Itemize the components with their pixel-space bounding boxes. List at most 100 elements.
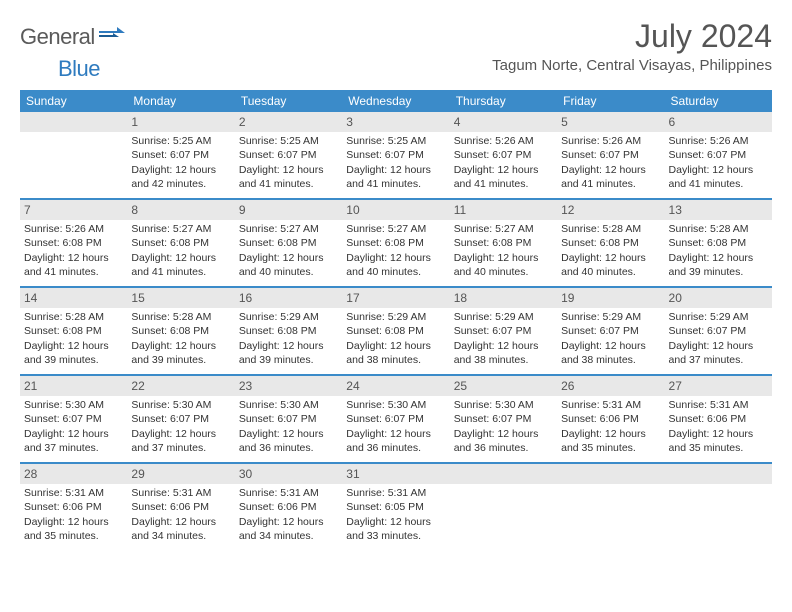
title-block: July 2024 Tagum Norte, Central Visayas, … [492, 18, 772, 74]
day-cell [450, 464, 557, 550]
day-number: 8 [127, 200, 234, 220]
sunrise-text: Sunrise: 5:27 AM [131, 222, 230, 236]
day-cell: 15Sunrise: 5:28 AMSunset: 6:08 PMDayligh… [127, 288, 234, 374]
sunset-text: Sunset: 6:05 PM [346, 500, 445, 514]
sunrise-text: Sunrise: 5:29 AM [454, 310, 553, 324]
day-header-row: Sunday Monday Tuesday Wednesday Thursday… [20, 90, 772, 112]
sunrise-text: Sunrise: 5:29 AM [561, 310, 660, 324]
day-number: 18 [450, 288, 557, 308]
day-cell [557, 464, 664, 550]
day-number: 6 [665, 112, 772, 132]
day-body: Sunrise: 5:29 AMSunset: 6:08 PMDaylight:… [342, 308, 449, 369]
day-number: 10 [342, 200, 449, 220]
daylight-text: Daylight: 12 hours and 40 minutes. [239, 251, 338, 279]
daylight-text: Daylight: 12 hours and 39 minutes. [239, 339, 338, 367]
calendar-page: General July 2024 Tagum Norte, Central V… [0, 0, 792, 560]
sunrise-text: Sunrise: 5:30 AM [24, 398, 123, 412]
daylight-text: Daylight: 12 hours and 35 minutes. [24, 515, 123, 543]
sunset-text: Sunset: 6:07 PM [24, 412, 123, 426]
day-number: 3 [342, 112, 449, 132]
day-cell: 8Sunrise: 5:27 AMSunset: 6:08 PMDaylight… [127, 200, 234, 286]
day-number: 16 [235, 288, 342, 308]
day-cell: 13Sunrise: 5:28 AMSunset: 6:08 PMDayligh… [665, 200, 772, 286]
sunrise-text: Sunrise: 5:26 AM [454, 134, 553, 148]
daylight-text: Daylight: 12 hours and 35 minutes. [669, 427, 768, 455]
day-body: Sunrise: 5:28 AMSunset: 6:08 PMDaylight:… [665, 220, 772, 281]
day-cell: 24Sunrise: 5:30 AMSunset: 6:07 PMDayligh… [342, 376, 449, 462]
weeks-container: 1Sunrise: 5:25 AMSunset: 6:07 PMDaylight… [20, 112, 772, 550]
day-number: 5 [557, 112, 664, 132]
day-body: Sunrise: 5:26 AMSunset: 6:07 PMDaylight:… [557, 132, 664, 193]
sunset-text: Sunset: 6:06 PM [24, 500, 123, 514]
sunset-text: Sunset: 6:08 PM [131, 324, 230, 338]
day-number: 2 [235, 112, 342, 132]
sunset-text: Sunset: 6:08 PM [561, 236, 660, 250]
day-body: Sunrise: 5:30 AMSunset: 6:07 PMDaylight:… [342, 396, 449, 457]
day-number: 15 [127, 288, 234, 308]
sunrise-text: Sunrise: 5:29 AM [239, 310, 338, 324]
day-cell: 5Sunrise: 5:26 AMSunset: 6:07 PMDaylight… [557, 112, 664, 198]
brand-general: General [20, 24, 95, 50]
day-body: Sunrise: 5:31 AMSunset: 6:06 PMDaylight:… [665, 396, 772, 457]
day-number: 31 [342, 464, 449, 484]
day-number [20, 112, 127, 132]
day-cell: 20Sunrise: 5:29 AMSunset: 6:07 PMDayligh… [665, 288, 772, 374]
day-body: Sunrise: 5:29 AMSunset: 6:07 PMDaylight:… [665, 308, 772, 369]
day-body: Sunrise: 5:25 AMSunset: 6:07 PMDaylight:… [235, 132, 342, 193]
day-number: 23 [235, 376, 342, 396]
day-cell: 14Sunrise: 5:28 AMSunset: 6:08 PMDayligh… [20, 288, 127, 374]
daylight-text: Daylight: 12 hours and 40 minutes. [454, 251, 553, 279]
day-cell: 7Sunrise: 5:26 AMSunset: 6:08 PMDaylight… [20, 200, 127, 286]
day-cell: 31Sunrise: 5:31 AMSunset: 6:05 PMDayligh… [342, 464, 449, 550]
day-body [557, 484, 664, 544]
week-row: 14Sunrise: 5:28 AMSunset: 6:08 PMDayligh… [20, 286, 772, 374]
day-number: 21 [20, 376, 127, 396]
sunset-text: Sunset: 6:07 PM [669, 148, 768, 162]
daylight-text: Daylight: 12 hours and 35 minutes. [561, 427, 660, 455]
day-cell: 10Sunrise: 5:27 AMSunset: 6:08 PMDayligh… [342, 200, 449, 286]
daylight-text: Daylight: 12 hours and 36 minutes. [454, 427, 553, 455]
day-cell: 4Sunrise: 5:26 AMSunset: 6:07 PMDaylight… [450, 112, 557, 198]
sunrise-text: Sunrise: 5:27 AM [239, 222, 338, 236]
day-number: 26 [557, 376, 664, 396]
day-body [665, 484, 772, 544]
daylight-text: Daylight: 12 hours and 41 minutes. [24, 251, 123, 279]
sunrise-text: Sunrise: 5:29 AM [346, 310, 445, 324]
sunrise-text: Sunrise: 5:27 AM [454, 222, 553, 236]
sunrise-text: Sunrise: 5:30 AM [239, 398, 338, 412]
sunset-text: Sunset: 6:08 PM [454, 236, 553, 250]
daylight-text: Daylight: 12 hours and 41 minutes. [561, 163, 660, 191]
day-number [557, 464, 664, 484]
sunrise-text: Sunrise: 5:31 AM [24, 486, 123, 500]
sunrise-text: Sunrise: 5:30 AM [131, 398, 230, 412]
day-header-friday: Friday [557, 90, 664, 112]
day-number: 19 [557, 288, 664, 308]
sunset-text: Sunset: 6:07 PM [454, 412, 553, 426]
sunset-text: Sunset: 6:07 PM [346, 148, 445, 162]
day-body: Sunrise: 5:26 AMSunset: 6:07 PMDaylight:… [665, 132, 772, 193]
day-body: Sunrise: 5:27 AMSunset: 6:08 PMDaylight:… [450, 220, 557, 281]
sunset-text: Sunset: 6:07 PM [239, 412, 338, 426]
sunset-text: Sunset: 6:07 PM [131, 412, 230, 426]
daylight-text: Daylight: 12 hours and 39 minutes. [669, 251, 768, 279]
daylight-text: Daylight: 12 hours and 37 minutes. [24, 427, 123, 455]
sunrise-text: Sunrise: 5:26 AM [669, 134, 768, 148]
day-cell: 3Sunrise: 5:25 AMSunset: 6:07 PMDaylight… [342, 112, 449, 198]
week-row: 7Sunrise: 5:26 AMSunset: 6:08 PMDaylight… [20, 198, 772, 286]
sunrise-text: Sunrise: 5:26 AM [24, 222, 123, 236]
daylight-text: Daylight: 12 hours and 38 minutes. [346, 339, 445, 367]
sunrise-text: Sunrise: 5:31 AM [561, 398, 660, 412]
day-body: Sunrise: 5:31 AMSunset: 6:06 PMDaylight:… [20, 484, 127, 545]
sunrise-text: Sunrise: 5:25 AM [239, 134, 338, 148]
day-header-wednesday: Wednesday [342, 90, 449, 112]
sunrise-text: Sunrise: 5:26 AM [561, 134, 660, 148]
daylight-text: Daylight: 12 hours and 39 minutes. [131, 339, 230, 367]
day-body: Sunrise: 5:30 AMSunset: 6:07 PMDaylight:… [235, 396, 342, 457]
sunset-text: Sunset: 6:07 PM [346, 412, 445, 426]
sunrise-text: Sunrise: 5:28 AM [561, 222, 660, 236]
sunrise-text: Sunrise: 5:30 AM [346, 398, 445, 412]
brand-flag-icon [99, 27, 125, 50]
day-body: Sunrise: 5:29 AMSunset: 6:08 PMDaylight:… [235, 308, 342, 369]
day-cell: 22Sunrise: 5:30 AMSunset: 6:07 PMDayligh… [127, 376, 234, 462]
sunset-text: Sunset: 6:06 PM [561, 412, 660, 426]
